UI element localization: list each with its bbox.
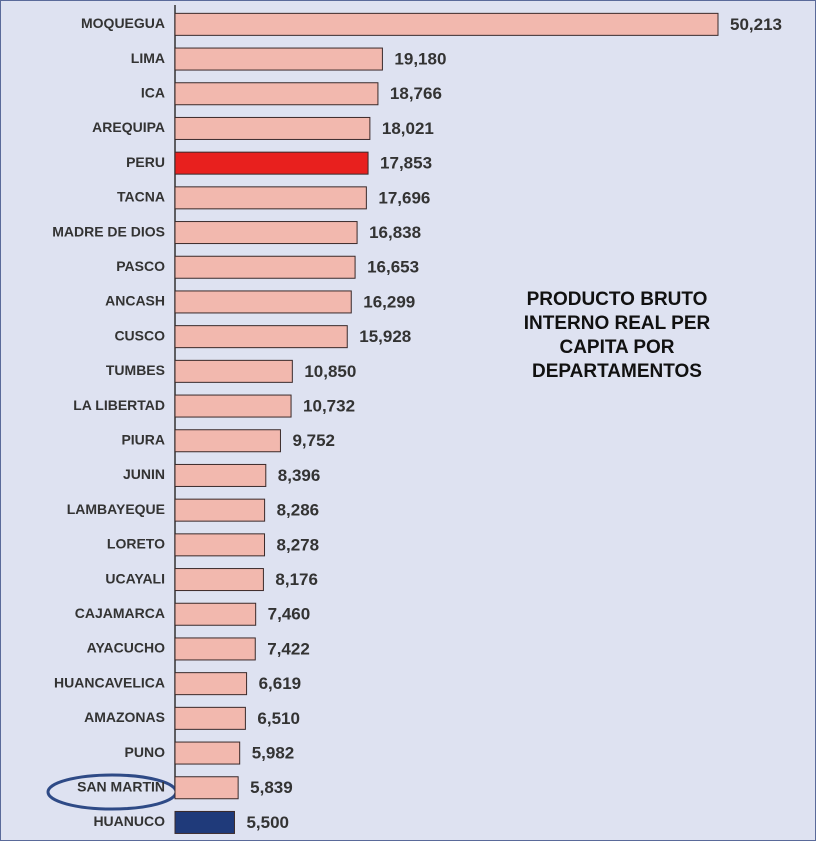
value-label: 6,510: [257, 709, 300, 728]
value-label: 17,696: [378, 188, 430, 207]
value-label: 8,396: [278, 466, 321, 485]
category-label: HUANCAVELICA: [54, 674, 165, 690]
bar: [174, 741, 241, 765]
bar: [174, 394, 292, 418]
bar: [174, 47, 383, 71]
category-label: PIURA: [121, 431, 165, 447]
value-label: 16,838: [369, 223, 421, 242]
bar: [174, 637, 256, 661]
category-label: AREQUIPA: [92, 119, 165, 135]
bar: [174, 672, 248, 696]
value-label: 50,213: [730, 15, 782, 34]
value-label: 7,460: [268, 605, 311, 624]
category-label: HUANUCO: [93, 813, 165, 829]
value-label: 18,021: [382, 119, 434, 138]
category-label: SAN MARTIN: [77, 778, 165, 794]
category-label: AYACUCHO: [87, 640, 165, 656]
category-label: PUNO: [125, 744, 166, 760]
value-label: 16,299: [363, 292, 415, 311]
bar: [174, 221, 358, 245]
bar: [174, 706, 246, 730]
value-label: 5,982: [252, 744, 295, 763]
value-label: 8,278: [277, 535, 320, 554]
value-label: 10,850: [304, 362, 356, 381]
value-label: 16,653: [367, 258, 419, 277]
bar: [174, 325, 348, 349]
category-label: ICA: [141, 84, 165, 100]
category-label: LA LIBERTAD: [73, 397, 165, 413]
value-label: 15,928: [359, 327, 411, 346]
category-label: LIMA: [131, 50, 165, 66]
category-label: MADRE DE DIOS: [52, 223, 165, 239]
value-label: 19,180: [394, 50, 446, 69]
annotation-title: PRODUCTO BRUTO INTERNO REAL PER CAPITA P…: [523, 289, 711, 382]
bar: [174, 429, 281, 453]
bar: [174, 810, 235, 834]
value-label: 9,752: [292, 431, 335, 450]
bar: [174, 359, 293, 383]
bar: [174, 776, 239, 800]
value-label: 5,500: [246, 813, 289, 832]
bar: [174, 82, 379, 106]
bar: [174, 116, 371, 140]
bar: [174, 533, 266, 557]
category-label: JUNIN: [123, 466, 165, 482]
category-label: PASCO: [116, 258, 165, 274]
category-label: CUSCO: [114, 327, 165, 343]
bar: [174, 568, 264, 592]
value-label: 10,732: [303, 397, 355, 416]
bar: [174, 602, 257, 626]
value-label: 6,619: [259, 674, 302, 693]
bar: [174, 12, 719, 36]
bar: [174, 498, 266, 522]
bar: [174, 151, 369, 175]
bar: [174, 255, 356, 279]
category-label: CAJAMARCA: [75, 605, 165, 621]
category-label: TUMBES: [106, 362, 165, 378]
category-label: ANCASH: [105, 293, 165, 309]
bar: [174, 290, 352, 314]
category-label: PERU: [126, 154, 165, 170]
value-label: 8,176: [275, 570, 318, 589]
bar: [174, 186, 367, 210]
value-label: 17,853: [380, 154, 432, 173]
category-label: TACNA: [117, 189, 165, 205]
category-label: MOQUEGUA: [81, 15, 165, 31]
value-label: 7,422: [267, 639, 310, 658]
value-label: 5,839: [250, 778, 293, 797]
category-label: LAMBAYEQUE: [67, 501, 165, 517]
category-label: UCAYALI: [105, 570, 165, 586]
category-label: LORETO: [107, 536, 165, 552]
bar: [174, 463, 267, 487]
category-label: AMAZONAS: [84, 709, 165, 725]
value-label: 18,766: [390, 84, 442, 103]
value-label: 8,286: [277, 501, 320, 520]
